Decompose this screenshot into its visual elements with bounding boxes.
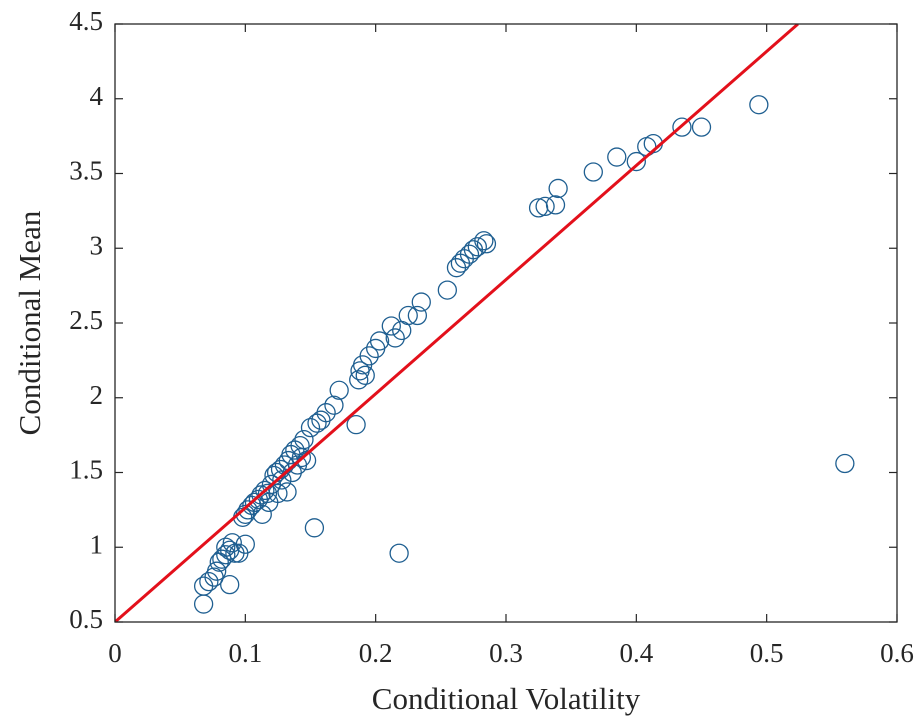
x-axis-label: Conditional Volatility: [372, 681, 641, 716]
point: [216, 545, 236, 565]
point: [607, 147, 627, 167]
point: [381, 316, 401, 336]
point: [304, 518, 325, 538]
plot-area: [115, 24, 855, 622]
point: [329, 380, 349, 400]
y-tick-label: 0.5: [69, 604, 103, 634]
point: [316, 403, 336, 423]
point: [545, 195, 566, 215]
point: [359, 346, 379, 366]
axes-box: [114, 23, 898, 623]
point: [626, 151, 646, 172]
point: [324, 395, 344, 415]
point: [238, 500, 258, 520]
point: [411, 292, 431, 312]
point: [199, 571, 219, 592]
point: [252, 504, 272, 525]
point: [389, 543, 409, 563]
y-tick-label: 1.5: [69, 455, 103, 485]
point: [294, 429, 314, 450]
point: [583, 162, 603, 182]
x-tick-label: 0.2: [359, 638, 393, 668]
point: [349, 370, 369, 390]
point: [672, 117, 692, 137]
point: [268, 483, 288, 504]
point: [300, 417, 321, 438]
point: [277, 482, 297, 502]
point: [346, 415, 366, 435]
point: [474, 231, 494, 251]
y-axis-label: Conditional Mean: [12, 210, 47, 435]
point: [467, 237, 487, 257]
point: [691, 117, 712, 137]
point: [476, 234, 497, 254]
point: [369, 331, 390, 351]
point: [272, 470, 292, 490]
x-tick-label: 0.6: [880, 638, 914, 668]
y-tick-label: 2: [90, 380, 104, 410]
point: [207, 561, 227, 581]
point: [385, 328, 405, 348]
point: [459, 244, 480, 264]
point: [220, 574, 240, 595]
point: [407, 305, 428, 326]
point: [528, 198, 549, 218]
point: [193, 576, 214, 596]
y-tick-label: 4: [90, 81, 104, 111]
x-tick-label: 0.3: [489, 638, 523, 668]
point: [244, 492, 265, 513]
point: [235, 534, 255, 554]
point: [398, 305, 418, 326]
point: [437, 280, 458, 300]
y-tick-label: 3: [90, 230, 104, 260]
x-tick-label: 0.5: [750, 638, 784, 668]
y-tick-label: 1: [90, 529, 104, 559]
y-tick-label: 3.5: [69, 156, 103, 186]
y-tick-label: 2.5: [69, 305, 103, 335]
point: [257, 483, 278, 504]
point: [548, 178, 568, 199]
point: [222, 533, 242, 553]
point: [835, 453, 855, 474]
point: [255, 480, 275, 501]
x-tick-label: 0.1: [228, 638, 262, 668]
point: [355, 365, 375, 385]
point: [749, 95, 769, 115]
x-tick-label: 0.4: [619, 638, 653, 668]
y-tick-label: 4.5: [69, 6, 103, 36]
x-tick-label: 0: [108, 638, 122, 668]
fit-line: [115, 24, 799, 622]
point: [251, 485, 271, 505]
point: [193, 594, 214, 614]
point: [535, 196, 555, 217]
